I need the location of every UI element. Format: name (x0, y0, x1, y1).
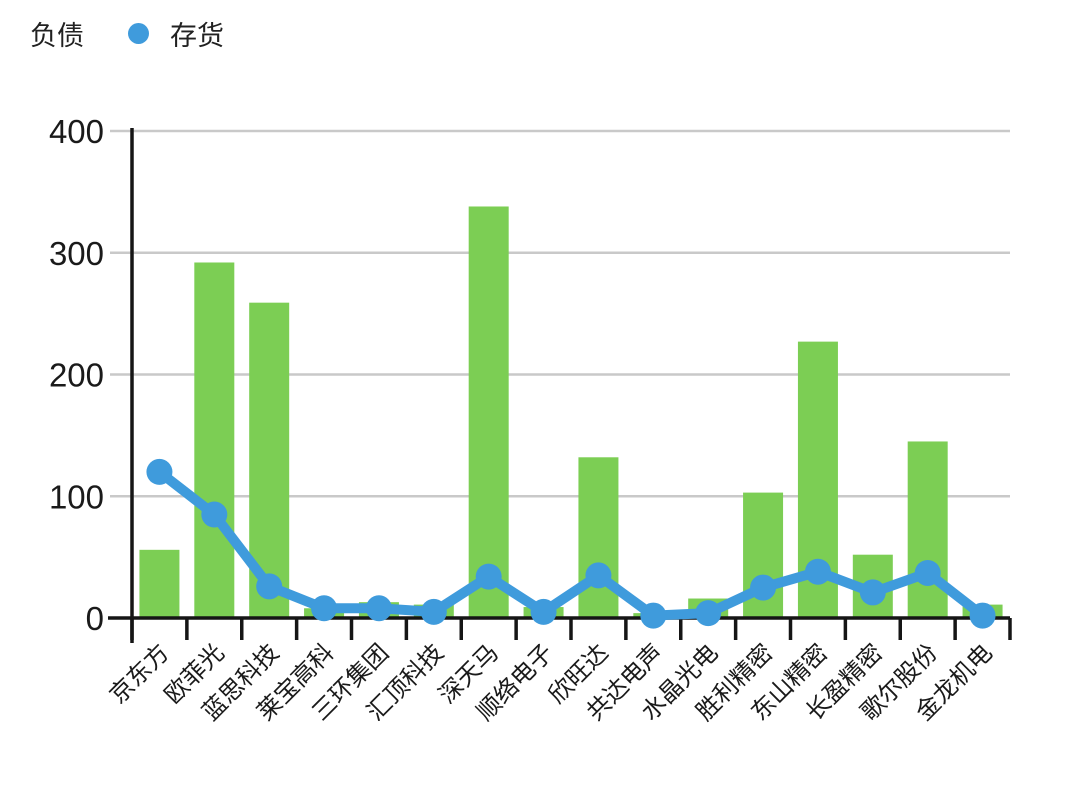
bar-欣旺达[interactable] (578, 457, 619, 618)
line-dot-金龙机电[interactable] (969, 602, 996, 629)
line-dot-歌尔股份[interactable] (914, 559, 941, 586)
y-tick-label-200: 200 (49, 357, 104, 394)
legend: 负债 存货 (30, 14, 224, 53)
line-dot-欣旺达[interactable] (585, 562, 612, 589)
bar-京东方[interactable] (139, 549, 180, 618)
line-dot-汇顶科技[interactable] (420, 598, 447, 625)
line-dot-长盈精密[interactable] (859, 579, 886, 606)
line-dot-欧菲光[interactable] (201, 501, 228, 528)
line-dot-深天马[interactable] (475, 563, 502, 590)
line-dot-东山精密[interactable] (804, 558, 831, 585)
y-tick-label-300: 300 (49, 235, 104, 272)
line-series (154, 466, 988, 621)
bar-歌尔股份[interactable] (907, 441, 948, 618)
bar-欧菲光[interactable] (194, 262, 235, 618)
line-dot-莱宝高科[interactable] (311, 595, 338, 622)
line-dot-胜利精密[interactable] (750, 574, 777, 601)
y-tick-label-0: 0 (86, 600, 104, 637)
line-dot-三环集团[interactable] (365, 595, 392, 622)
line-dot-顺络电子[interactable] (530, 598, 557, 625)
bar-深天马[interactable] (468, 206, 509, 619)
y-tick-label-400: 400 (49, 113, 104, 150)
legend-line-label[interactable]: 存货 (170, 21, 224, 51)
line-dot-京东方[interactable] (146, 458, 173, 485)
line-dot-共达电声[interactable] (640, 602, 667, 629)
legend-bar-label[interactable]: 负债 (30, 21, 84, 51)
y-tick-label-100: 100 (49, 478, 104, 515)
line-dot-水晶光电[interactable] (695, 600, 722, 627)
legend-line-dot-icon (128, 23, 149, 44)
line-dot-蓝思科技[interactable] (256, 573, 283, 600)
x-axis-label-京东方: 京东方 (105, 639, 175, 709)
